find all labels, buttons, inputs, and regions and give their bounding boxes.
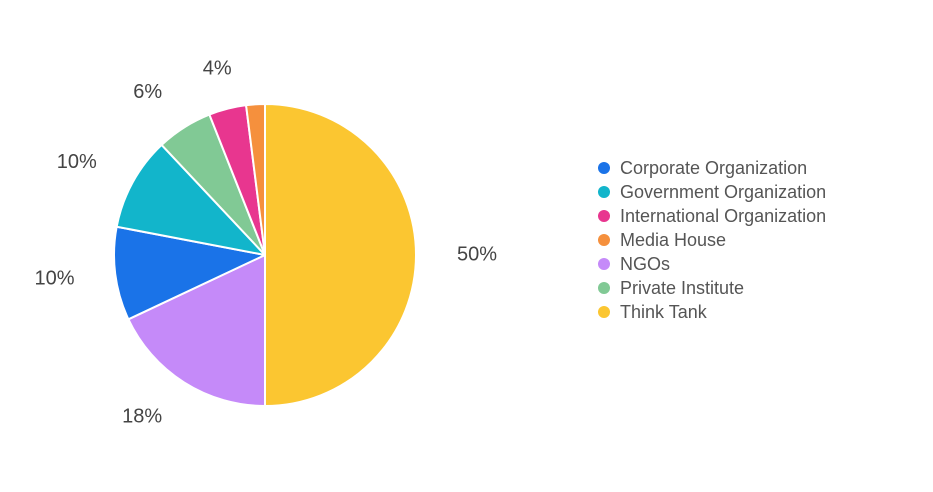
pie-slice-corporate-organization xyxy=(113,225,266,321)
pie-slice-government-organization xyxy=(115,143,266,256)
legend-item-think-tank: Think Tank xyxy=(598,300,826,324)
legend-item-private-institute: Private Institute xyxy=(598,276,826,300)
legend-label: NGOs xyxy=(620,253,671,274)
slice-label-think-tank: 50% xyxy=(457,243,497,265)
legend-item-government-organization: Government Organization xyxy=(598,180,826,204)
slice-label-government-organization: 10% xyxy=(57,151,97,173)
pie-slice-labels: 50% 18% 10% 10% 6% 4% xyxy=(34,57,497,427)
legend-item-corporate-organization: Corporate Organization xyxy=(598,156,826,180)
legend-label: Private Institute xyxy=(620,277,745,298)
slice-label-international-organization: 4% xyxy=(203,57,232,79)
legend-swatch-icon xyxy=(598,186,610,198)
legend-label: Media House xyxy=(620,229,727,250)
pie-slice-media-house xyxy=(245,103,266,256)
pie-slice-ngos xyxy=(127,254,266,407)
slice-label-ngos: 18% xyxy=(122,405,162,427)
pie-slice-think-tank xyxy=(264,103,417,407)
legend-item-international-organization: International Organization xyxy=(598,204,826,228)
legend-swatch-icon xyxy=(598,210,610,222)
legend-swatch-icon xyxy=(598,258,610,270)
legend-label: Corporate Organization xyxy=(620,157,808,178)
slice-label-corporate-organization: 10% xyxy=(34,267,74,289)
legend-label: Government Organization xyxy=(620,181,827,202)
legend-swatch-icon xyxy=(598,282,610,294)
legend-swatch-icon xyxy=(598,306,610,318)
pie-slices xyxy=(113,103,417,407)
legend-item-ngos: NGOs xyxy=(598,252,826,276)
legend-label: Think Tank xyxy=(620,301,707,322)
legend-item-media-house: Media House xyxy=(598,228,826,252)
legend-label: International Organization xyxy=(620,205,827,226)
legend-swatch-icon xyxy=(598,234,610,246)
legend-swatch-icon xyxy=(598,162,610,174)
slice-label-private-institute: 6% xyxy=(133,81,162,103)
chart-legend: Corporate Organization Government Organiz… xyxy=(598,156,826,324)
